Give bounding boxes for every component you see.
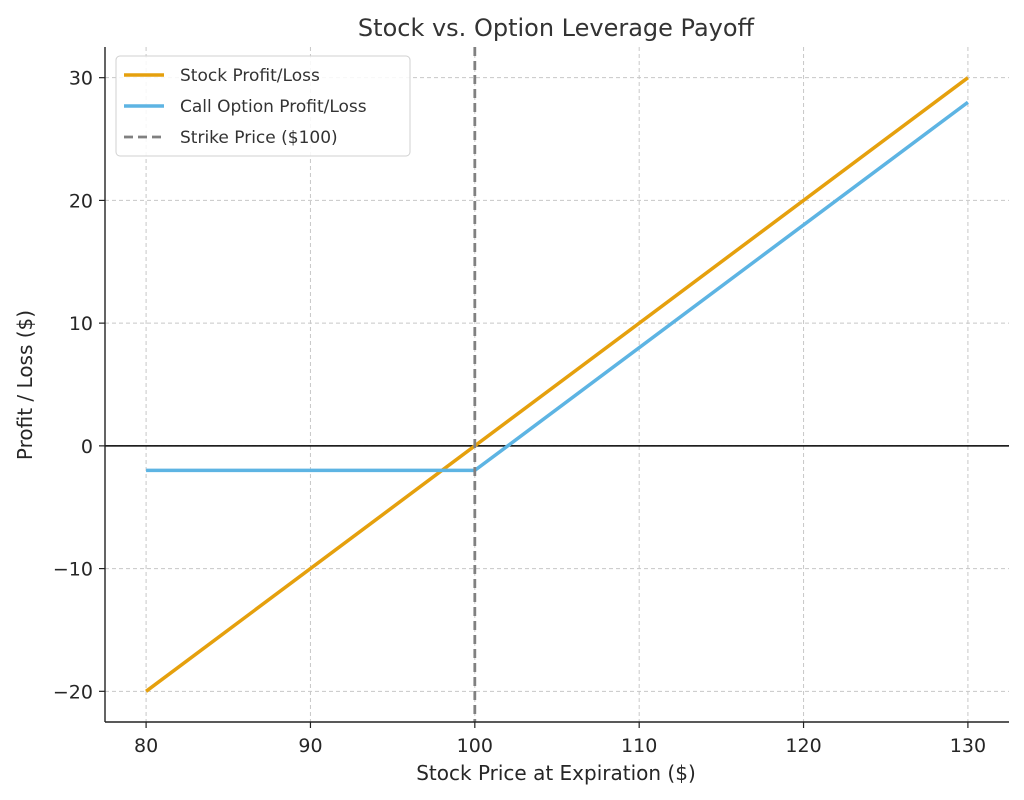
legend-label: Call Option Profit/Loss [180,97,367,117]
y-tick-label: 30 [69,68,93,90]
chart-title: Stock vs. Option Leverage Payoff [358,14,755,42]
plot-series [145,47,969,722]
x-tick-label: 110 [621,735,657,757]
x-tick-label: 90 [298,735,322,757]
x-tick-label: 100 [457,735,493,757]
legend: Stock Profit/Loss Call Option Profit/Loss… [115,55,411,157]
stock-profit-line [145,76,969,693]
legend-box [115,55,411,157]
axes [99,47,1009,728]
x-tick-label: 80 [134,735,158,757]
y-tick-label: −10 [53,559,93,581]
y-tick-label: 10 [69,313,93,335]
call-option-profit-line [146,100,969,473]
x-tick-label: 130 [950,735,986,757]
x-axis-label: Stock Price at Expiration ($) [416,761,696,785]
y-axis-label: Profit / Loss ($) [13,310,37,460]
legend-label: Strike Price ($100) [180,128,338,148]
y-tick-label: 0 [81,436,93,458]
legend-label: Stock Profit/Loss [180,66,320,86]
y-tick-label: 20 [69,190,93,212]
x-tick-label: 120 [785,735,821,757]
tick-labels: 80 90 100 110 120 130 −20 −10 0 10 20 30 [53,68,986,757]
y-tick-label: −20 [53,681,93,703]
